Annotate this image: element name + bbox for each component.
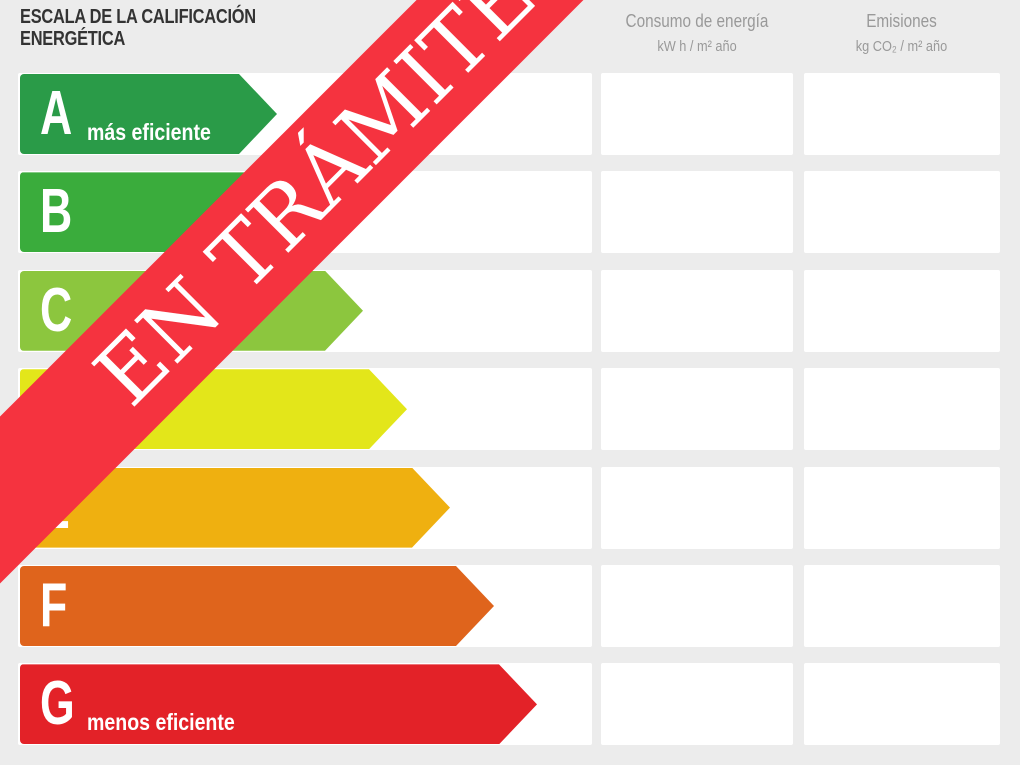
- consumption-cell: [601, 73, 793, 155]
- consumption-cell: [601, 466, 793, 549]
- column-header-consumption: Consumo de energía kW h / m² año: [615, 8, 780, 60]
- consumption-cell: [601, 663, 793, 746]
- emissions-cell: [804, 368, 1000, 451]
- rating-letter: G: [40, 669, 75, 739]
- consumption-cell: [601, 269, 793, 352]
- column-header-emissions: Emisiones kg CO₂ / m² año: [818, 8, 985, 60]
- rating-letter: C: [40, 275, 73, 345]
- emissions-label: Emisiones: [866, 11, 937, 31]
- consumption-unit: kW h / m² año: [657, 38, 737, 55]
- emissions-unit: kg CO₂ / m² año: [855, 38, 948, 55]
- rating-letter: F: [40, 571, 68, 640]
- rating-note: menos eficiente: [87, 709, 235, 736]
- emissions-cell: [804, 466, 1000, 549]
- consumption-cell: [601, 171, 793, 254]
- emissions-cell: [804, 269, 1000, 352]
- rating-arrow-f: F: [20, 566, 494, 646]
- rating-letter: B: [40, 177, 73, 247]
- emissions-cell: [804, 73, 1000, 155]
- rating-note: más eficiente: [87, 119, 211, 145]
- scale-title: ESCALA DE LA CALIFICACIÓN ENERGÉTICA: [20, 6, 256, 50]
- emissions-cell: [804, 565, 1000, 647]
- consumption-label: Consumo de energía: [625, 11, 769, 31]
- emissions-cell: [804, 663, 1000, 746]
- consumption-cell: [601, 368, 793, 451]
- rating-letter: A: [40, 79, 73, 148]
- consumption-cell: [601, 565, 793, 647]
- emissions-cell: [804, 171, 1000, 254]
